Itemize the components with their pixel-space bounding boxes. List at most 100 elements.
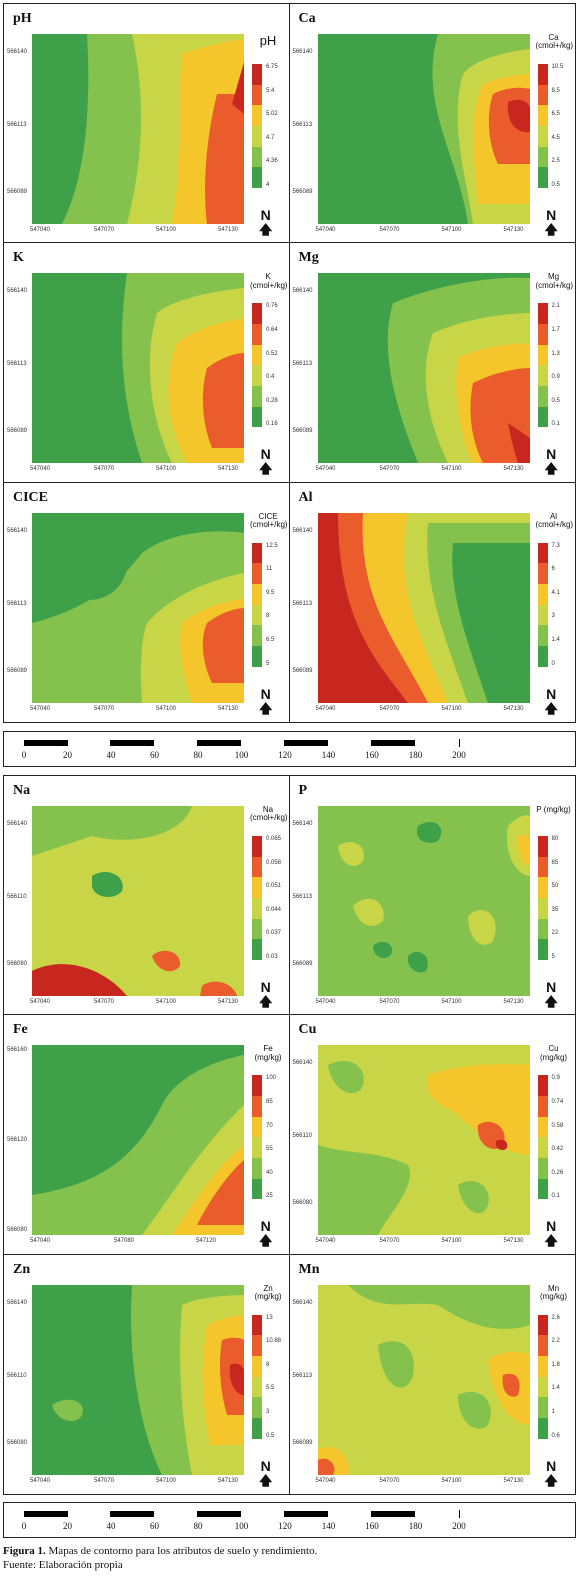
map-title: Cu (298, 1022, 317, 1038)
x-tick-label: 547100 (155, 227, 177, 233)
x-tick-label: 547100 (155, 466, 177, 473)
x-tick-label: 547130 (503, 227, 524, 233)
legend-value: 6.5 (551, 111, 560, 118)
map-panel-cu: Cu 566140 566110 566080 547040 547070 547100 54… (289, 1015, 575, 1255)
x-tick-label: 547100 (155, 999, 177, 1005)
legend-value: 0.4 (266, 374, 275, 381)
north-label: N (260, 685, 271, 702)
contour-map-k (32, 273, 244, 464)
contour-map-cice (32, 512, 244, 703)
contour-region (372, 941, 392, 958)
legend-swatch (537, 542, 548, 564)
legend-value: 0.1 (551, 1193, 560, 1200)
contour-map-al (317, 512, 530, 703)
map-title: P (298, 783, 308, 798)
legend-values: 0.9 0.74 0.58 0.42 0.26 0.1 (552, 1075, 564, 1199)
map-panel-mn: Mn 566140 566113 566089 547040 547070 547100 54… (290, 1255, 576, 1494)
y-tick-label: 566089 (292, 1439, 313, 1446)
legend-swatch (252, 146, 262, 168)
y-tick-label: 566113 (292, 600, 313, 607)
scale-number: 180 (408, 750, 423, 760)
contour-region (32, 806, 244, 996)
legend-value: 8.5 (551, 87, 560, 94)
contour-region (327, 1061, 364, 1094)
legend-value: 11 (266, 566, 273, 573)
north-indicator: N 🡅 (259, 687, 272, 715)
legend-value: 5 (551, 953, 555, 960)
x-tick-label: 547130 (217, 1477, 239, 1484)
contour-map-fe (32, 1045, 244, 1236)
scale-segment (284, 740, 328, 746)
legend-swatch (252, 625, 262, 647)
x-tick-label: 547130 (503, 1238, 524, 1245)
legend-swatch (252, 898, 262, 919)
legend-value: 5.5 (266, 1385, 275, 1392)
legend-values: 2.6 2.2 1.8 1.4 1 0.6 (552, 1315, 560, 1439)
map-title: Zn (13, 1261, 31, 1277)
legend-value: 4.5 (551, 134, 560, 141)
scale-number: 60 (150, 750, 159, 760)
legend-swatch (252, 918, 262, 940)
north-indicator: N 🡅 (259, 1459, 272, 1487)
legend-value: 7.3 (551, 542, 560, 549)
legend-value: 10.5 (551, 64, 564, 70)
legend-swatch (252, 1418, 262, 1439)
legend-title: Ca (cmol+/kg) (535, 33, 574, 51)
y-tick-label: 566113 (292, 122, 313, 128)
y-tick-label: 566080 (7, 1439, 28, 1446)
y-tick-label: 566140 (292, 1060, 313, 1067)
legend-swatch (252, 1356, 262, 1377)
map-title: pH (13, 11, 32, 26)
contour-region (152, 950, 181, 972)
scale-number: 0 (21, 1521, 27, 1531)
north-indicator: N 🡅 (545, 208, 558, 236)
legend-value: 0.9 (551, 1075, 560, 1082)
map-title: Fe (13, 1022, 28, 1038)
legend-value: 12.5 (266, 542, 278, 549)
scale-segment (110, 1511, 154, 1517)
x-tick-label: 547130 (217, 999, 239, 1005)
scale-number: 20 (63, 1521, 72, 1531)
legend-title: Zn (mg/kg) (254, 1283, 282, 1302)
legend-swatch (252, 856, 262, 878)
legend-swatch (252, 105, 262, 127)
legend-value: 2.1 (551, 303, 560, 310)
y-tick-label: 566113 (7, 361, 27, 368)
scale-segment (371, 1511, 415, 1517)
north-label: N (546, 1218, 557, 1235)
x-tick-label: 547070 (379, 466, 400, 473)
map-panel-p: P 566140 566113 566089 547040 547070 547100 547… (289, 776, 575, 1016)
y-tick-label: 566140 (292, 49, 313, 55)
legend-swatch (252, 1376, 262, 1398)
legend-color-bar (252, 542, 262, 667)
legend-swatch (252, 1116, 262, 1138)
north-indicator: N 🡅 (259, 208, 272, 236)
legend-value: 35 (551, 906, 559, 913)
y-tick-label: 566140 (292, 1299, 313, 1306)
legend-value: 8 (266, 613, 270, 620)
north-arrow-icon: 🡅 (259, 1472, 273, 1488)
legend-value: 100 (266, 1075, 277, 1082)
legend-value: 0.058 (266, 859, 282, 866)
legend-swatch (252, 1096, 262, 1117)
map-panel-na: Na 566140 566110 566080 547040 547070 547100 54… (4, 776, 290, 1016)
contour-region (205, 94, 244, 224)
legend-value: 0.58 (551, 1122, 564, 1129)
contour-region (317, 1145, 410, 1236)
x-tick-label: 547100 (441, 227, 462, 233)
legend-swatch (537, 105, 548, 127)
contour-region (416, 821, 441, 843)
legend-swatch (537, 1335, 548, 1356)
contour-region (377, 1340, 414, 1388)
y-tick-label: 566110 (7, 1372, 27, 1379)
legend-swatch (252, 365, 262, 387)
map-panel-cice: CICE 566140 566113 566089 547040 547070 547100… (4, 482, 290, 722)
north-arrow-icon: 🡅 (544, 1472, 558, 1488)
legend-value: 4 (266, 181, 270, 188)
legend-swatch (537, 584, 548, 605)
legend-value: 5 (266, 660, 270, 667)
north-indicator: N 🡅 (545, 1459, 558, 1487)
x-tick-label: 547100 (441, 1477, 462, 1484)
scale-number: 80 (193, 1521, 203, 1531)
legend-swatch (252, 386, 262, 407)
